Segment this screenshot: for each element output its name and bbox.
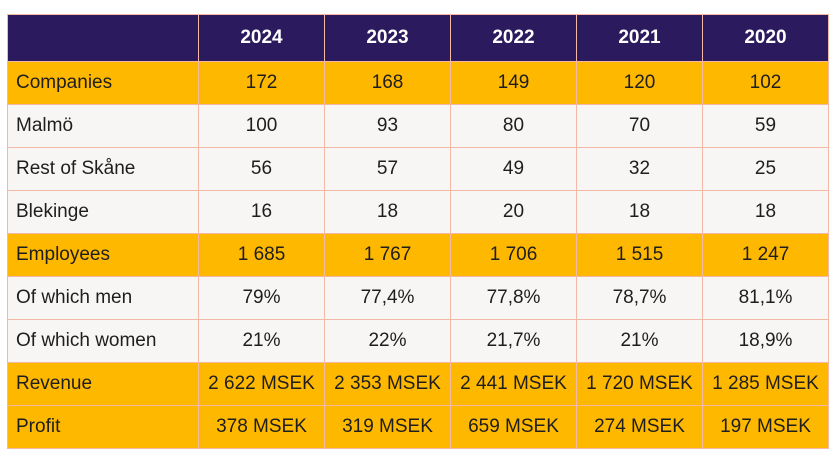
table-cell: 1 706: [450, 233, 577, 277]
table-cell: 16: [198, 190, 325, 234]
table-cell: 1 515: [576, 233, 703, 277]
row-label: Revenue: [7, 362, 199, 406]
table-cell: 2 353 MSEK: [324, 362, 451, 406]
table-cell: 81,1%: [702, 276, 829, 320]
header-label-cell: [7, 14, 199, 62]
row-label: Rest of Skåne: [7, 147, 199, 191]
header-year-2024: 2024: [198, 14, 325, 62]
table-cell: 93: [324, 104, 451, 148]
table-cell: 100: [198, 104, 325, 148]
table-cell: 49: [450, 147, 577, 191]
table-row: Profit 378 MSEK 319 MSEK 659 MSEK 274 MSEK 19…: [7, 405, 829, 449]
table-cell: 149: [450, 61, 577, 105]
row-label: Employees: [7, 233, 199, 277]
table-row: Rest of Skåne 56 57 49 32 25: [7, 147, 829, 191]
table-cell: 18: [702, 190, 829, 234]
table-cell: 319 MSEK: [324, 405, 451, 449]
table-cell: 57: [324, 147, 451, 191]
table-row: Of which men 79% 77,4% 77,8% 78,7% 81,1%: [7, 276, 829, 320]
table-cell: 1 285 MSEK: [702, 362, 829, 406]
table-cell: 120: [576, 61, 703, 105]
table-cell: 59: [702, 104, 829, 148]
table-cell: 32: [576, 147, 703, 191]
table-cell: 1 767: [324, 233, 451, 277]
row-label: Profit: [7, 405, 199, 449]
table-row: Companies 172 168 149 120 102: [7, 61, 829, 105]
table-cell: 378 MSEK: [198, 405, 325, 449]
row-label: Of which women: [7, 319, 199, 363]
table-cell: 20: [450, 190, 577, 234]
statistics-table: 2024 2023 2022 2021 2020 Companies 172 168…: [7, 14, 829, 449]
table-cell: 21,7%: [450, 319, 577, 363]
statistics-table-container: 2024 2023 2022 2021 2020 Companies 172 168…: [7, 14, 829, 449]
table-cell: 78,7%: [576, 276, 703, 320]
table-cell: 2 441 MSEK: [450, 362, 577, 406]
table-cell: 168: [324, 61, 451, 105]
table-cell: 22%: [324, 319, 451, 363]
table-row: Revenue 2 622 MSEK 2 353 MSEK 2 441 MSEK 1 7…: [7, 362, 829, 406]
header-year-2023: 2023: [324, 14, 451, 62]
table-cell: 2 622 MSEK: [198, 362, 325, 406]
table-cell: 102: [702, 61, 829, 105]
table-cell: 79%: [198, 276, 325, 320]
table-cell: 77,4%: [324, 276, 451, 320]
table-row: Blekinge 16 18 20 18 18: [7, 190, 829, 234]
row-label: Malmö: [7, 104, 199, 148]
row-label: Blekinge: [7, 190, 199, 234]
table-cell: 172: [198, 61, 325, 105]
table-cell: 1 720 MSEK: [576, 362, 703, 406]
table-cell: 80: [450, 104, 577, 148]
row-label: Companies: [7, 61, 199, 105]
table-cell: 18: [576, 190, 703, 234]
table-cell: 77,8%: [450, 276, 577, 320]
table-cell: 25: [702, 147, 829, 191]
table-header-row: 2024 2023 2022 2021 2020: [7, 14, 829, 62]
row-label: Of which men: [7, 276, 199, 320]
header-year-2020: 2020: [702, 14, 829, 62]
table-cell: 1 685: [198, 233, 325, 277]
table-cell: 18,9%: [702, 319, 829, 363]
table-cell: 56: [198, 147, 325, 191]
table-row: Of which women 21% 22% 21,7% 21% 18,9%: [7, 319, 829, 363]
table-cell: 21%: [576, 319, 703, 363]
header-year-2022: 2022: [450, 14, 577, 62]
table-cell: 1 247: [702, 233, 829, 277]
table-row: Malmö 100 93 80 70 59: [7, 104, 829, 148]
table-cell: 197 MSEK: [702, 405, 829, 449]
table-row: Employees 1 685 1 767 1 706 1 515 1 247: [7, 233, 829, 277]
table-cell: 21%: [198, 319, 325, 363]
table-cell: 659 MSEK: [450, 405, 577, 449]
table-cell: 18: [324, 190, 451, 234]
header-year-2021: 2021: [576, 14, 703, 62]
table-body: Companies 172 168 149 120 102 Malmö 100 93 80 70 59…: [7, 61, 829, 449]
table-cell: 274 MSEK: [576, 405, 703, 449]
table-cell: 70: [576, 104, 703, 148]
